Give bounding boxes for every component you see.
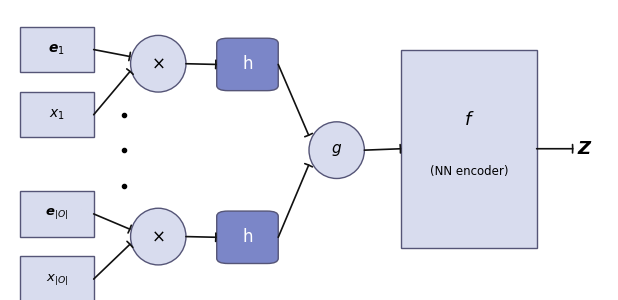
FancyBboxPatch shape — [217, 211, 278, 263]
Text: $\times$: $\times$ — [151, 228, 165, 246]
Ellipse shape — [130, 208, 186, 265]
Text: (NN encoder): (NN encoder) — [430, 165, 508, 178]
Bar — [20, 256, 94, 300]
Bar — [20, 92, 94, 137]
Text: $g$: $g$ — [331, 142, 342, 158]
Text: $\boldsymbol{Z}$: $\boldsymbol{Z}$ — [577, 140, 593, 158]
Text: $x_1$: $x_1$ — [49, 107, 65, 122]
Ellipse shape — [309, 122, 365, 178]
Text: $x_{|O|}$: $x_{|O|}$ — [46, 272, 68, 286]
Text: $\mathrm{h}$: $\mathrm{h}$ — [242, 228, 253, 246]
Text: $\boldsymbol{e}_1$: $\boldsymbol{e}_1$ — [48, 42, 65, 57]
Ellipse shape — [130, 35, 186, 92]
Text: $\mathrm{h}$: $\mathrm{h}$ — [242, 56, 253, 74]
FancyBboxPatch shape — [217, 38, 278, 91]
Bar — [401, 50, 536, 248]
Text: $\times$: $\times$ — [151, 55, 165, 73]
Text: $\boldsymbol{e}_{|O|}$: $\boldsymbol{e}_{|O|}$ — [45, 206, 69, 221]
Bar — [20, 191, 94, 237]
Bar — [20, 27, 94, 72]
Text: $f$: $f$ — [464, 111, 474, 129]
